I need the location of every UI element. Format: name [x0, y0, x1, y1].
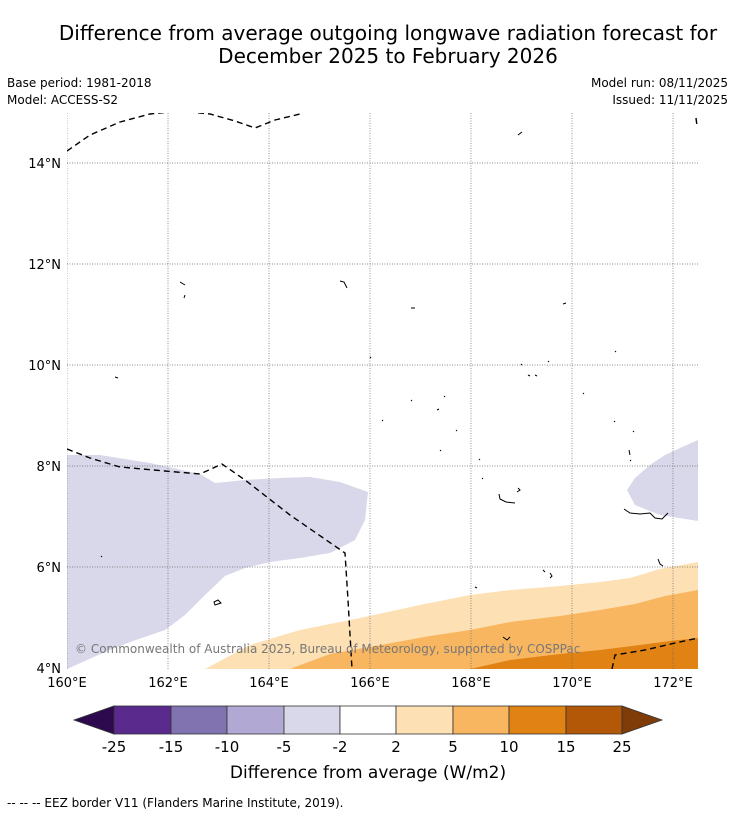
model-name: Model: ACCESS-S2: [7, 93, 119, 107]
colorbar-tick: -2: [333, 738, 348, 756]
colorbar-tick: -10: [215, 738, 240, 756]
lat-label: 12°N: [28, 258, 61, 273]
map-area: © Commonwealth of Australia 2025, Bureau…: [67, 113, 698, 669]
title-line-1: Difference from average outgoing longwav…: [58, 21, 718, 45]
lat-axis-labels: 14°N 12°N 10°N 8°N 6°N 4°N: [28, 157, 61, 677]
colorbar-label: Difference from average (W/m2): [230, 763, 506, 783]
issued-date: Issued: 11/11/2025: [612, 93, 728, 107]
title-line-2: December 2025 to February 2026: [218, 44, 558, 68]
copyright-notice: © Commonwealth of Australia 2025, Bureau…: [75, 642, 580, 656]
colorbar-swatch: [339, 705, 397, 735]
colorbar-tick: 25: [612, 738, 631, 756]
colorbar-tick: -15: [159, 738, 184, 756]
lat-label: 4°N: [37, 662, 62, 677]
colorbar-tick: 15: [556, 738, 575, 756]
anomaly-region-neg-east: [627, 440, 698, 521]
colorbar-tick: -5: [277, 738, 292, 756]
lon-label: 168°E: [451, 676, 491, 691]
lat-label: 10°N: [28, 359, 61, 374]
colorbar-tick: 10: [499, 738, 518, 756]
lat-label: 8°N: [37, 460, 62, 475]
colorbar-arrow-right: [621, 705, 664, 735]
colorbar-swatch: [283, 705, 341, 735]
anomaly-region-neg-west: [67, 455, 368, 669]
lat-label: 6°N: [37, 561, 62, 576]
meta-left: Base period: 1981-2018 Model: ACCESS-S2: [7, 75, 152, 109]
colorbar-swatch: [395, 705, 454, 735]
lon-label: 160°E: [47, 676, 87, 691]
colorbar-swatch: [508, 705, 567, 735]
colorbar-swatch: [452, 705, 510, 735]
colorbar: [72, 705, 664, 735]
lon-label: 172°E: [653, 676, 693, 691]
colorbar-tick: 5: [448, 738, 458, 756]
islands: [100, 131, 669, 641]
lon-label: 162°E: [148, 676, 188, 691]
base-period: Base period: 1981-2018: [7, 76, 152, 90]
chart-title: Difference from average outgoing longwav…: [0, 22, 736, 68]
lon-label: 164°E: [249, 676, 289, 691]
colorbar-tick: 2: [391, 738, 401, 756]
lon-label: 170°E: [552, 676, 592, 691]
colorbar-swatch: [113, 705, 172, 735]
lon-label: 166°E: [350, 676, 390, 691]
colorbar-swatch: [226, 705, 285, 735]
eez-legend-note: -- -- -- EEZ border V11 (Flanders Marine…: [7, 796, 344, 810]
colorbar-swatch: [170, 705, 228, 735]
colorbar-tick: -25: [102, 738, 127, 756]
eez-borders: [67, 113, 698, 669]
anomaly-band-5-10: [290, 590, 698, 669]
colorbar-swatch: [565, 705, 623, 735]
colorbar-ticks: -25 -15 -10 -5 -2 2 5 10 15 25: [102, 738, 632, 756]
model-run: Model run: 08/11/2025: [590, 76, 728, 90]
lat-label: 14°N: [28, 157, 61, 172]
lon-axis-labels: 160°E 162°E 164°E 166°E 168°E 170°E 172°…: [47, 676, 693, 691]
anomaly-band-10-15: [470, 638, 698, 669]
colorbar-arrow-left: [72, 705, 115, 735]
meta-right: Model run: 08/11/2025 Issued: 11/11/2025: [591, 75, 728, 109]
gridlines: [67, 113, 698, 669]
